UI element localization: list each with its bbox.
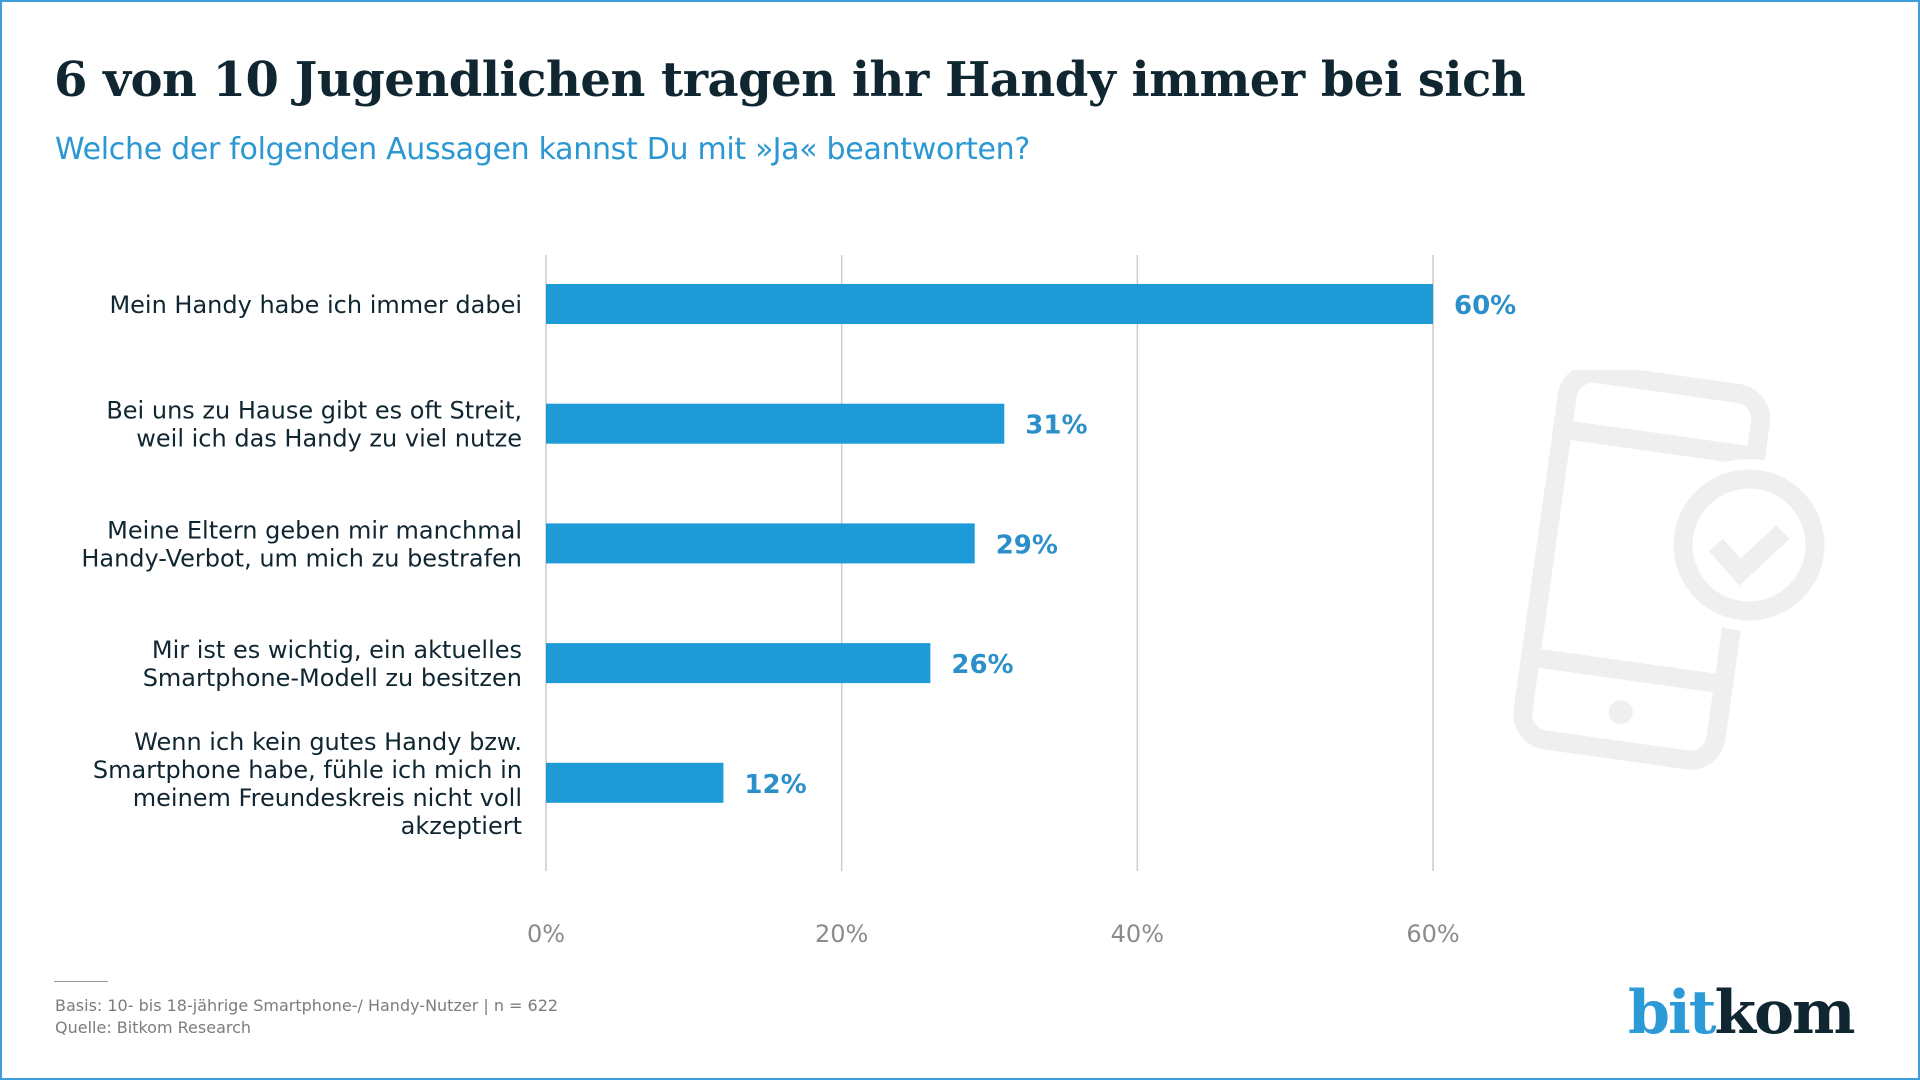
footer-source: Quelle: Bitkom Research — [55, 1018, 252, 1037]
x-tick-label: 40% — [1111, 920, 1164, 948]
logo-part-bit: bit — [1628, 978, 1716, 1048]
category-label-line: weil ich das Handy zu viel nutze — [136, 425, 522, 453]
x-axis-tick-labels: 0% 20% 40% 60% — [527, 920, 1460, 948]
value-label: 31% — [1025, 411, 1087, 441]
category-label-line: Mein Handy habe ich immer dabei — [109, 291, 522, 319]
bar — [546, 403, 1005, 444]
bars — [546, 284, 1433, 803]
check-circle — [1673, 469, 1825, 621]
category-label: Bei uns zu Hause gibt es oft Streit, weil… — [106, 397, 522, 453]
category-label: Mein Handy habe ich immer dabei — [109, 291, 522, 319]
bar — [546, 643, 931, 684]
category-label: Wenn ich kein gutes Handy bzw. Smartphone… — [93, 728, 522, 840]
category-label: Meine Eltern geben mir manchmal Handy-Ver… — [81, 516, 522, 572]
category-label-line: Smartphone-Modell zu besitzen — [143, 664, 522, 692]
smartphone-check-icon — [1513, 370, 1835, 770]
value-label: 60% — [1454, 291, 1516, 321]
category-label-line: Wenn ich kein gutes Handy bzw. — [134, 728, 522, 756]
x-tick-label: 20% — [815, 920, 868, 948]
bitkom-logo: bitkom — [1628, 978, 1856, 1048]
category-label-line: Meine Eltern geben mir manchmal — [107, 516, 522, 544]
footer-basis: Basis: 10- bis 18-jährige Smartphone-/ H… — [55, 996, 559, 1015]
category-label-line: meinem Freundeskreis nicht voll — [133, 784, 522, 812]
category-label-line: Mir ist es wichtig, ein aktuelles — [152, 636, 522, 664]
value-labels: 60% 31% 29% 26% 12% — [744, 291, 1516, 800]
footer-divider — [54, 981, 108, 982]
category-label-line: Smartphone habe, fühle ich mich in — [93, 756, 522, 784]
bar — [546, 762, 724, 803]
x-tick-label: 60% — [1406, 920, 1459, 948]
category-label: Mir ist es wichtig, ein aktuelles Smartph… — [143, 636, 522, 692]
chart-title: 6 von 10 Jugendlichen tragen ihr Handy i… — [54, 52, 1526, 108]
logo-part-kom: kom — [1714, 978, 1855, 1048]
checkmark — [1708, 525, 1790, 586]
chart-subtitle: Welche der folgenden Aussagen kannst Du … — [55, 132, 1030, 167]
category-label-line: akzeptiert — [401, 812, 522, 840]
bar — [546, 284, 1433, 324]
value-label: 29% — [996, 530, 1058, 560]
x-tick-label: 0% — [527, 920, 565, 948]
category-label-line: Bei uns zu Hause gibt es oft Streit, — [106, 397, 522, 425]
category-label-line: Handy-Verbot, um mich zu bestrafen — [81, 544, 522, 572]
category-labels: Mein Handy habe ich immer dabei Bei uns z… — [81, 291, 522, 840]
value-label: 26% — [951, 650, 1013, 680]
home-button — [1608, 700, 1633, 725]
bar — [546, 523, 975, 564]
value-label: 12% — [744, 770, 806, 800]
